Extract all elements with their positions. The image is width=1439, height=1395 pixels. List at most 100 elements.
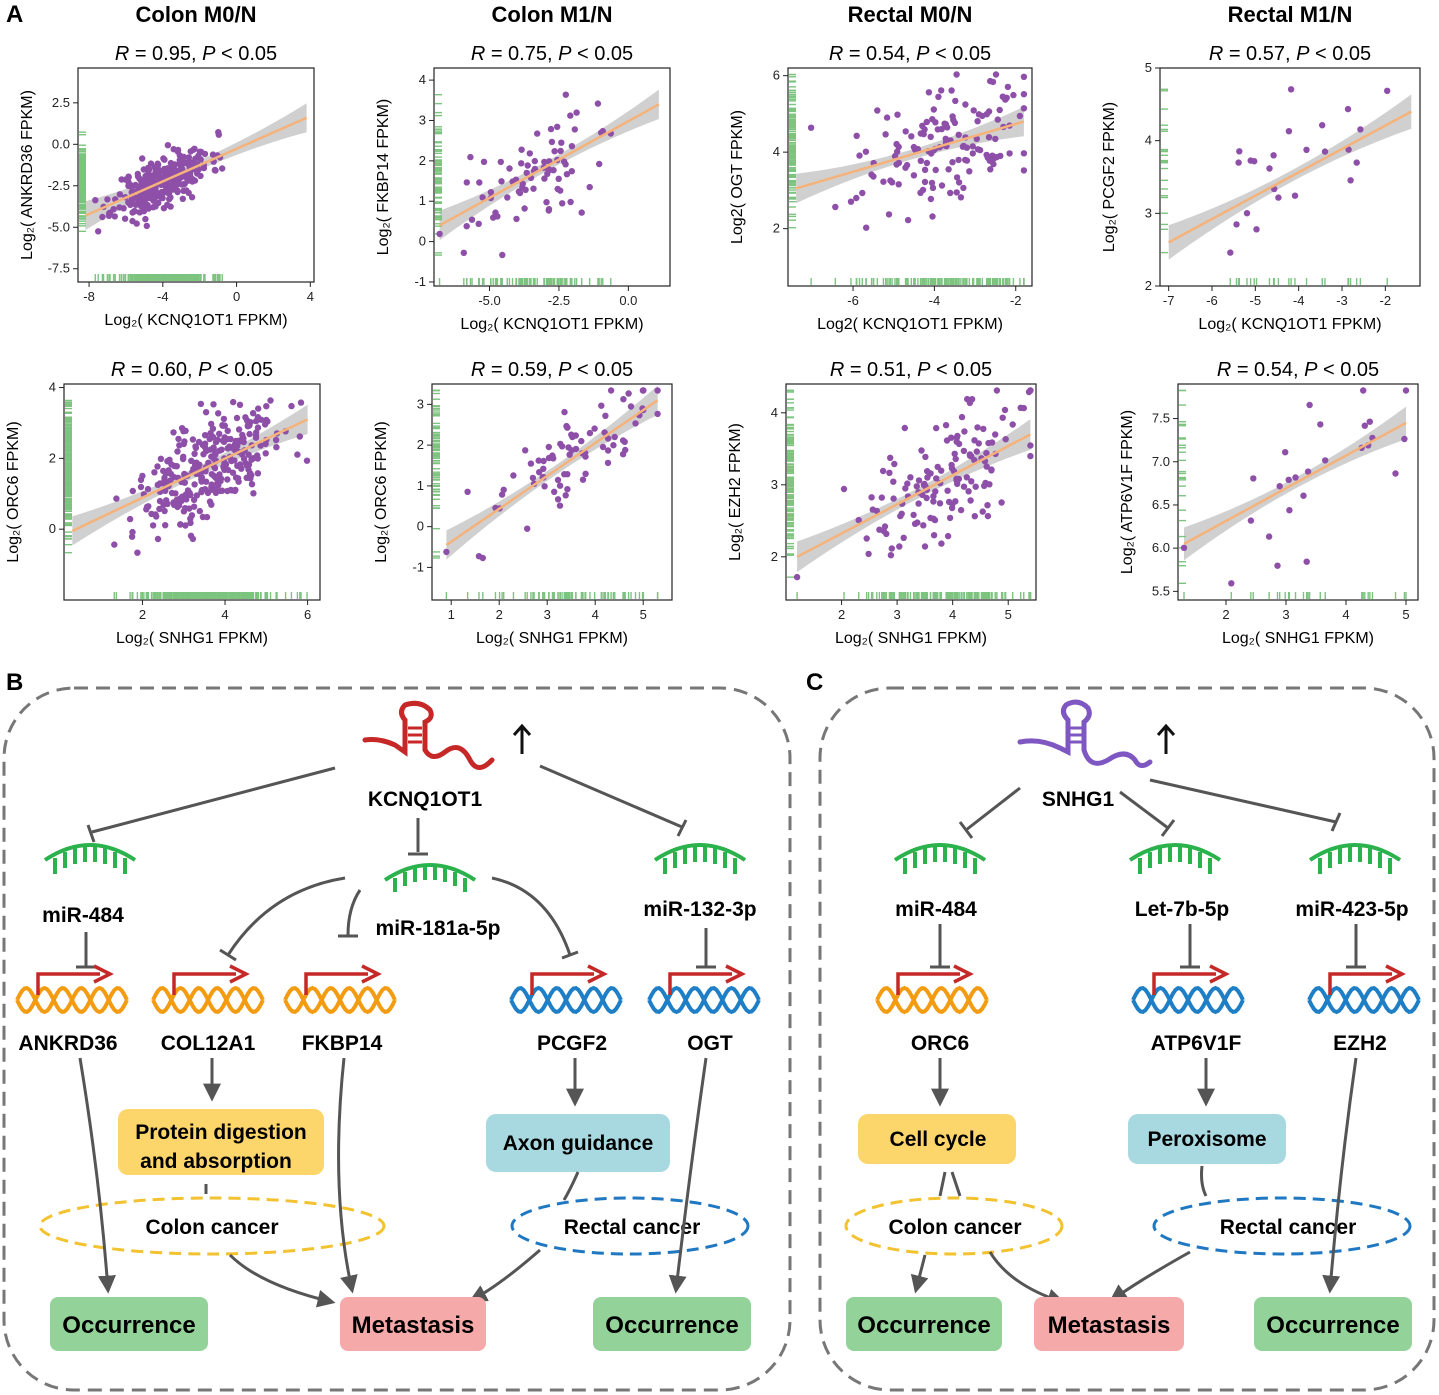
data-point [179, 195, 186, 202]
y-tick-label: 2 [771, 549, 778, 564]
data-point [164, 201, 171, 209]
data-point [919, 122, 926, 129]
y-tick-label: 6.0 [1152, 540, 1170, 555]
data-point [907, 474, 914, 481]
data-point [460, 249, 467, 256]
data-point [131, 208, 138, 215]
metastasis-label-b: Metastasis [352, 1312, 475, 1339]
data-point [232, 474, 240, 481]
data-point [981, 482, 988, 489]
data-point [985, 134, 993, 141]
data-point [923, 159, 931, 167]
data-point [898, 510, 905, 517]
data-point [1274, 562, 1281, 569]
data-point [966, 168, 973, 175]
data-point [543, 199, 550, 206]
data-point [1016, 112, 1024, 120]
x-tick-label: 0.0 [619, 293, 637, 308]
panel-label-c: C [806, 669, 823, 696]
data-point [971, 513, 978, 520]
panel-b-diagram: KCNQ1OT1 m [2, 686, 792, 1392]
scatter-plot-5: R = 0.60, P < 0.05 2 4 6 0 2 4 Log₂( SNHG1 FPKM… [5, 359, 321, 647]
data-point [166, 168, 174, 175]
y-tick-label: 7.0 [1152, 454, 1170, 469]
data-point [200, 164, 208, 172]
data-point [1235, 159, 1242, 166]
data-point [476, 179, 483, 186]
stat-line: R = 0.59, P < 0.05 [471, 359, 633, 381]
data-point [95, 228, 102, 235]
x-axis-label: Log₂( SNHG1 FPKM) [476, 630, 628, 647]
data-point [904, 480, 911, 487]
x-tick-label: -3 [1336, 293, 1348, 308]
metastasis-label-c: Metastasis [1048, 1312, 1171, 1339]
data-point [967, 497, 974, 504]
data-point [535, 457, 542, 464]
data-point [248, 456, 255, 463]
data-point [654, 410, 661, 418]
data-point [567, 112, 574, 119]
data-point [165, 469, 172, 476]
data-point [908, 133, 915, 140]
data-point [141, 196, 148, 203]
data-point [921, 543, 929, 550]
data-point [555, 175, 562, 182]
fit-line [796, 433, 1032, 558]
data-point [960, 483, 968, 490]
data-point [902, 485, 909, 492]
data-point [252, 417, 260, 425]
data-point [840, 485, 848, 493]
data-point [960, 447, 968, 455]
data-point [904, 216, 912, 224]
data-point [129, 487, 136, 495]
occurrence-label-b2: Occurrence [605, 1312, 738, 1339]
x-tick-label: 3 [1282, 607, 1289, 622]
x-axis-label: Log₂( KCNQ1OT1 FPKM) [460, 316, 643, 333]
data-point [137, 476, 145, 483]
data-point [134, 549, 141, 556]
occurrence-label-b1: Occurrence [62, 1312, 195, 1339]
data-point [129, 528, 136, 536]
x-tick-label: 2 [496, 607, 503, 622]
data-point [212, 474, 219, 482]
data-point [913, 483, 920, 490]
data-point [620, 396, 627, 403]
scatter-plot-6: R = 0.59, P < 0.05 1 2 3 4 5 -1 0 1 2 3 Log₂( SNHG1… [373, 359, 673, 647]
panel-c-diagram: SNHG1 miR-484 Let-7b-5p miR-423-5p [818, 686, 1436, 1392]
data-point [147, 160, 155, 167]
data-point [599, 443, 607, 451]
y-tick-label: 2 [773, 221, 780, 236]
data-point [927, 195, 935, 203]
data-point [208, 420, 215, 428]
data-point [917, 189, 924, 196]
x-tick-label: 4 [307, 289, 314, 304]
data-point [249, 410, 257, 417]
data-point [558, 443, 566, 450]
data-point [224, 476, 231, 483]
mirna-label-c1: miR-484 [895, 898, 977, 921]
plot-title: Rectal M1/N [1228, 2, 1353, 27]
data-point [947, 189, 954, 197]
data-point [557, 147, 564, 155]
data-point [140, 205, 148, 212]
data-point [1303, 558, 1310, 565]
pathway-box-axon [486, 1114, 670, 1172]
data-point [215, 410, 222, 417]
data-point [578, 437, 585, 445]
x-tick-label: 2 [1222, 607, 1229, 622]
y-tick-label: -7.5 [48, 261, 70, 276]
data-point [862, 148, 870, 155]
data-point [192, 461, 199, 468]
y-tick-label: 4 [771, 405, 778, 420]
plot-frame [431, 383, 673, 601]
data-point [918, 447, 925, 454]
data-point [847, 198, 855, 205]
data-point [531, 157, 538, 165]
data-point [170, 429, 177, 436]
data-point [443, 548, 450, 556]
x-tick-label: -4 [157, 289, 169, 304]
data-point [930, 498, 937, 505]
stat-line: R = 0.57, P < 0.05 [1209, 43, 1371, 65]
data-point [170, 146, 177, 153]
data-point [974, 424, 981, 431]
